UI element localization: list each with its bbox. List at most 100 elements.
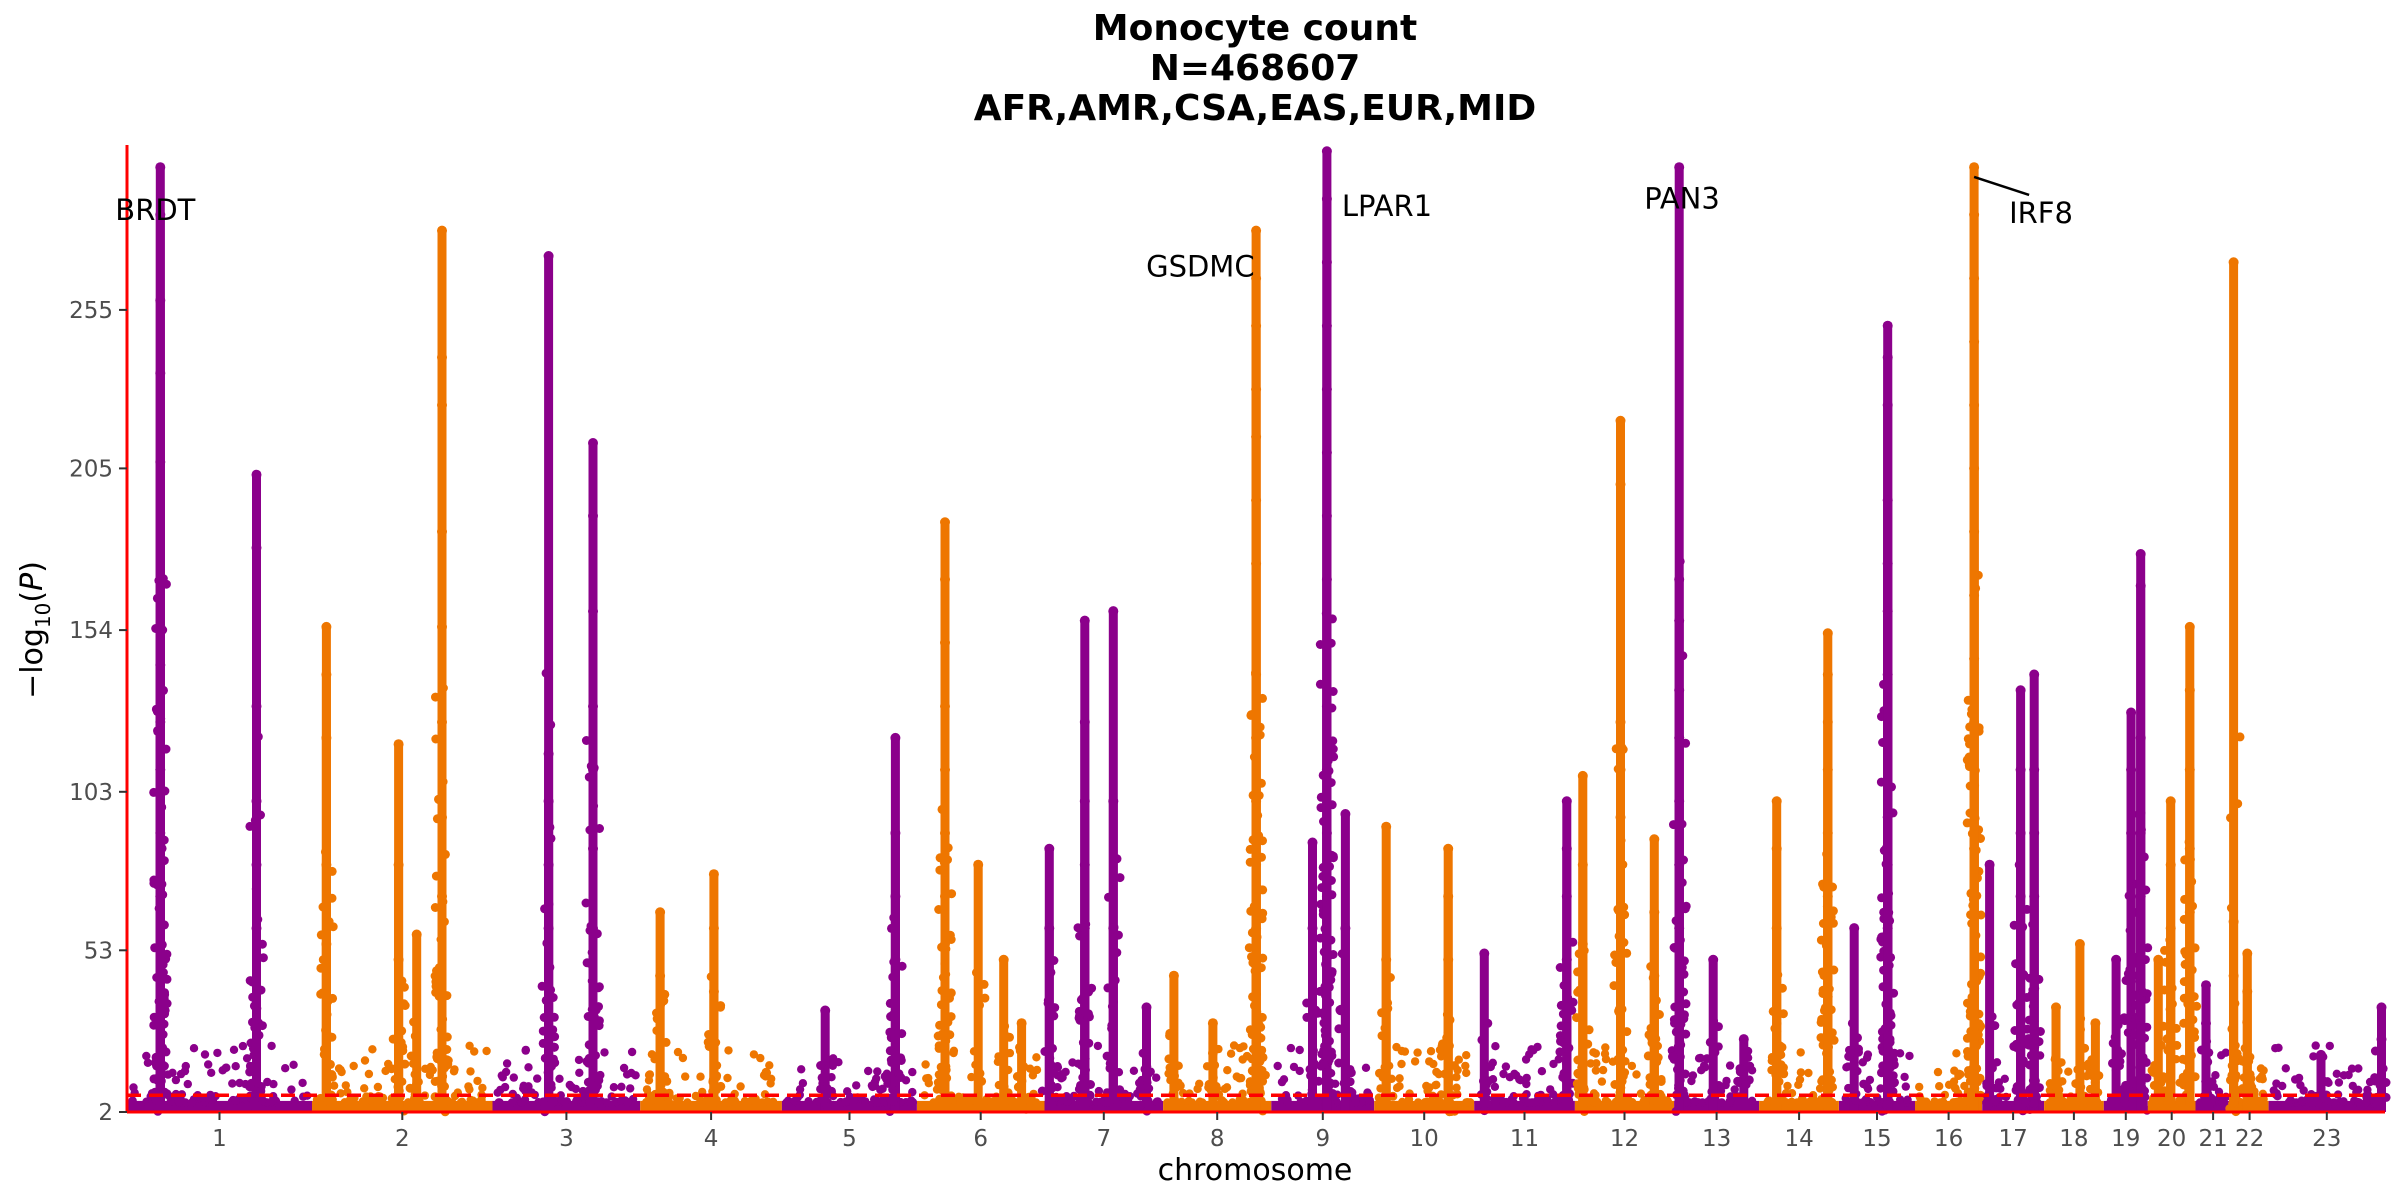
background-point (1398, 1097, 1407, 1107)
peak-point (1561, 843, 1572, 854)
peak-point (1708, 954, 1719, 965)
peak-flank-point (1321, 1031, 1330, 1040)
peak-flank-point (711, 1072, 721, 1082)
peak-flank-point (436, 1024, 446, 1034)
background-point (281, 1064, 290, 1073)
peak-flank-point (2186, 1050, 2196, 1060)
background-point (1663, 1096, 1672, 1105)
peak-point (1969, 336, 1980, 347)
peak-point (1321, 701, 1332, 712)
peak-point (155, 457, 166, 467)
background-point (360, 1084, 369, 1093)
peak-point (1674, 162, 1685, 173)
background-point (1129, 1066, 1139, 1076)
peak-point (1738, 1034, 1749, 1045)
peak-flank-point (1573, 1068, 1583, 1078)
peak-point (1108, 606, 1119, 617)
background-point (477, 1098, 486, 1107)
title-line-1: Monocyte count (1093, 8, 1417, 49)
x-tick-label: 1 (212, 1126, 227, 1152)
gene-label-pan3: PAN3 (1644, 182, 1720, 216)
background-band (1915, 1100, 1983, 1112)
background-point (1863, 1050, 1873, 1059)
peak-flank-point (1135, 1085, 1145, 1094)
background-point (797, 1065, 806, 1074)
peak-point (940, 939, 950, 949)
background-point (2347, 1064, 2357, 1073)
peak-flank-point (1047, 1083, 1057, 1093)
peak-point (588, 701, 598, 712)
background-point (849, 1096, 859, 1105)
peak-flank-point (2114, 1061, 2124, 1071)
peak-point (1822, 764, 1833, 775)
peak-point (1771, 796, 1782, 807)
peak-flank-point (541, 668, 551, 678)
peak-point (1615, 812, 1626, 823)
title-line-3: AFR,AMR,CSA,EAS,EUR,MID (974, 88, 1537, 129)
peak-flank-point (249, 1097, 259, 1107)
peak-flank-point (2171, 1023, 2181, 1033)
peak-point (1307, 923, 1318, 934)
x-tick-label: 8 (1210, 1126, 1225, 1152)
background-point (1068, 1058, 1077, 1067)
peak-point (588, 764, 598, 775)
peak-flank-point (1486, 1062, 1495, 1072)
peak-flank-point (2207, 1077, 2217, 1087)
peak-flank-point (2094, 1071, 2104, 1081)
peak-flank-point (662, 1076, 672, 1086)
peak-flank-point (1323, 1084, 1333, 1093)
peak-flank-point (975, 1000, 984, 1010)
peak-flank-point (2076, 1024, 2085, 1034)
background-point (1915, 1082, 1924, 1092)
peak-point (1882, 400, 1893, 410)
peak-flank-point (816, 1061, 826, 1070)
peak-flank-point (977, 1076, 987, 1086)
peak-point (1340, 809, 1351, 819)
background-point (565, 1080, 574, 1090)
peak-point (155, 209, 166, 220)
y-axis-title: −log10(P) (15, 561, 55, 699)
background-point (1053, 1062, 1062, 1071)
peak-flank-point (1644, 1030, 1654, 1040)
background-point (1223, 1066, 1232, 1075)
peak-flank-point (1681, 901, 1691, 911)
peak-point (1321, 320, 1332, 331)
peak-flank-point (1250, 1001, 1259, 1011)
background-point (349, 1061, 358, 1071)
background-point (368, 1045, 377, 1054)
peak-flank-point (1572, 1013, 1582, 1023)
peak-flank-point (1048, 1043, 1057, 1053)
chart-title: Monocyte count N=468607 AFR,AMR,CSA,EAS,… (974, 8, 1537, 129)
background-point (231, 1062, 240, 1071)
x-tick-label: 3 (559, 1126, 574, 1152)
background-point (1808, 1091, 1818, 1100)
peak-point (2242, 986, 2253, 997)
background-point (1624, 1098, 1633, 1107)
peak-point (1168, 970, 1179, 981)
peak-flank-point (387, 1064, 397, 1074)
peak-point (321, 859, 332, 870)
peak-point (1674, 859, 1685, 870)
background-point (2325, 1041, 2334, 1051)
peak-point (2029, 828, 2040, 838)
peak-flank-point (1656, 1077, 1666, 1086)
peak-point (1321, 384, 1332, 395)
chromosome-18-points (2044, 939, 2104, 1112)
peak-flank-point (1775, 1047, 1784, 1057)
peak-point (1577, 770, 1588, 781)
background-point (627, 1068, 636, 1078)
peak-point (1674, 685, 1685, 696)
peak-point (155, 660, 166, 670)
background-point (878, 1095, 887, 1105)
peak-point (1882, 859, 1893, 870)
background-point (470, 1047, 479, 1056)
peak-flank-point (716, 1081, 726, 1091)
peak-point (321, 939, 332, 949)
x-tick-label: 14 (1784, 1126, 1813, 1152)
peak-flank-point (594, 1075, 604, 1085)
background-point (1529, 1046, 1538, 1055)
background-point (358, 1097, 367, 1106)
background-point (200, 1050, 210, 1059)
peak-point (1615, 717, 1626, 727)
